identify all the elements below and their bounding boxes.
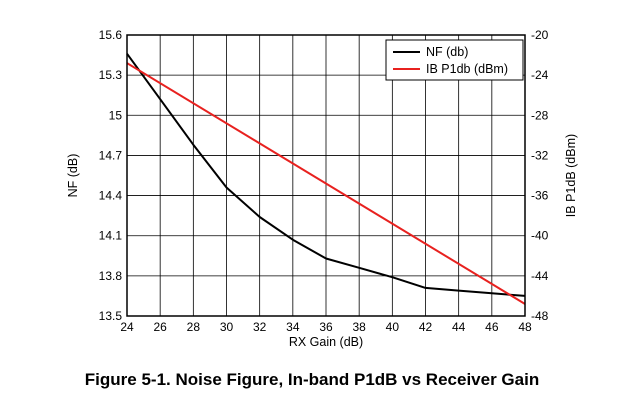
legend-label-p1db: IB P1db (dBm) <box>426 62 508 76</box>
y-tick-label: 14.7 <box>99 148 123 162</box>
x-tick-label: 44 <box>452 320 466 334</box>
tick-labels: 24 26 28 30 32 34 36 38 40 42 44 46 48 13.5 13.8 14.1 14… <box>99 28 549 334</box>
y2-tick-label: -28 <box>531 108 549 122</box>
y2-tick-label: -40 <box>531 229 549 243</box>
legend: NF (db) IB P1db (dBm) <box>385 39 524 81</box>
x-axis-label: RX Gain (dB) <box>289 335 363 349</box>
y-tick-label: 15.6 <box>99 28 123 42</box>
x-tick-label: 48 <box>518 320 532 334</box>
legend-box <box>385 39 524 81</box>
x-tick-label: 46 <box>485 320 499 334</box>
y-axis-label: NF (dB) <box>66 154 80 198</box>
y-tick-label: 15.3 <box>99 68 123 82</box>
y2-axis-label: IB P1dB (dBm) <box>564 134 578 217</box>
y2-tick-label: -36 <box>531 189 549 203</box>
y2-tick-label: -48 <box>531 309 549 323</box>
x-tick-label: 34 <box>286 320 300 334</box>
chart: 24 26 28 30 32 34 36 38 40 42 44 46 48 13.5 13.8 14.1 14… <box>66 28 578 349</box>
y2-tick-label: -24 <box>531 68 549 82</box>
x-tick-label: 36 <box>319 320 333 334</box>
series-layer <box>126 53 526 305</box>
series-line-1 <box>126 62 526 305</box>
plot-frame <box>126 34 526 317</box>
y2-tick-label: -32 <box>531 148 549 162</box>
x-tick-label: 32 <box>253 320 267 334</box>
legend-label-nf: NF (db) <box>426 45 468 59</box>
x-tick-label: 26 <box>153 320 167 334</box>
y-tick-label: 13.8 <box>99 269 123 283</box>
y-tick-label: 14.1 <box>99 229 123 243</box>
y-tick-label: 13.5 <box>99 309 123 323</box>
x-tick-label: 38 <box>352 320 366 334</box>
y-tick-label: 15 <box>109 108 123 122</box>
x-tick-label: 42 <box>419 320 433 334</box>
x-tick-label: 40 <box>386 320 400 334</box>
y2-tick-label: -20 <box>531 28 549 42</box>
x-tick-label: 28 <box>187 320 201 334</box>
figure-caption: Figure 5-1. Noise Figure, In-band P1dB v… <box>84 370 540 389</box>
x-tick-label: 30 <box>220 320 234 334</box>
y2-tick-label: -44 <box>531 269 549 283</box>
series-line-0 <box>126 53 526 297</box>
x-tick-label: 24 <box>120 320 134 334</box>
y-tick-label: 14.4 <box>99 189 123 203</box>
